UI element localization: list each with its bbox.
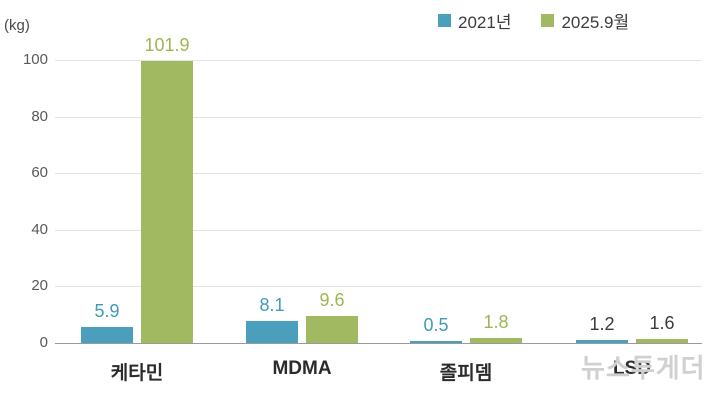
bar-졸피뎀-2021년 bbox=[410, 341, 462, 343]
legend-label-2025: 2025.9월 bbox=[561, 13, 630, 32]
value-label-케타민-2021년: 5.9 bbox=[94, 300, 120, 321]
category-label-MDMA: MDMA bbox=[272, 358, 332, 379]
watermark: 뉴스투게더 bbox=[581, 353, 706, 383]
bar-케타민-2025.9월 bbox=[141, 60, 193, 343]
value-label-LSD-2025.9월: 1.6 bbox=[649, 312, 675, 333]
gridline-0 bbox=[55, 343, 702, 344]
bar-MDMA-2021년 bbox=[246, 320, 298, 343]
ytick-40: 40 bbox=[31, 220, 48, 238]
category-label-졸피뎀: 졸피뎀 bbox=[439, 363, 493, 384]
bar-LSD-2021년 bbox=[576, 339, 628, 343]
ytick-60: 60 bbox=[31, 164, 48, 182]
value-label-케타민-2025.9월: 101.9 bbox=[144, 34, 190, 55]
value-label-졸피뎀-2021년: 0.5 bbox=[423, 315, 449, 335]
category-label-케타민: 케타민 bbox=[110, 363, 164, 384]
legend-swatch-2025 bbox=[541, 14, 555, 27]
gridline-40 bbox=[55, 229, 702, 231]
gridline-80 bbox=[55, 116, 702, 118]
bar-LSD-2025.9월 bbox=[636, 338, 688, 343]
value-label-MDMA-2025.9월: 9.6 bbox=[319, 290, 345, 311]
legend-item-2025: 2025.9월 bbox=[541, 8, 629, 33]
ytick-100: 100 bbox=[22, 51, 48, 68]
bar-케타민-2021년 bbox=[81, 326, 133, 343]
ytick-20: 20 bbox=[31, 277, 48, 295]
y-axis-unit-label: (kg) bbox=[4, 17, 30, 34]
value-label-졸피뎀-2025.9월: 1.8 bbox=[483, 312, 509, 332]
bar-졸피뎀-2025.9월 bbox=[470, 338, 522, 343]
value-label-LSD-2021년: 1.2 bbox=[589, 313, 615, 334]
category-label-LSD: LSD bbox=[613, 358, 651, 379]
gridline-20 bbox=[55, 286, 702, 288]
legend-label-2021: 2021년 bbox=[458, 13, 512, 32]
ytick-0: 0 bbox=[39, 334, 48, 351]
value-label-MDMA-2021년: 8.1 bbox=[259, 294, 285, 315]
legend-item-2021: 2021년 bbox=[438, 8, 511, 33]
chart-legend: 2021년 2025.9월 bbox=[438, 8, 629, 33]
ytick-80: 80 bbox=[31, 107, 48, 125]
gridline-60 bbox=[55, 173, 702, 175]
gridline-100 bbox=[55, 60, 702, 61]
bar-MDMA-2025.9월 bbox=[306, 316, 358, 343]
legend-swatch-2021 bbox=[438, 14, 451, 27]
